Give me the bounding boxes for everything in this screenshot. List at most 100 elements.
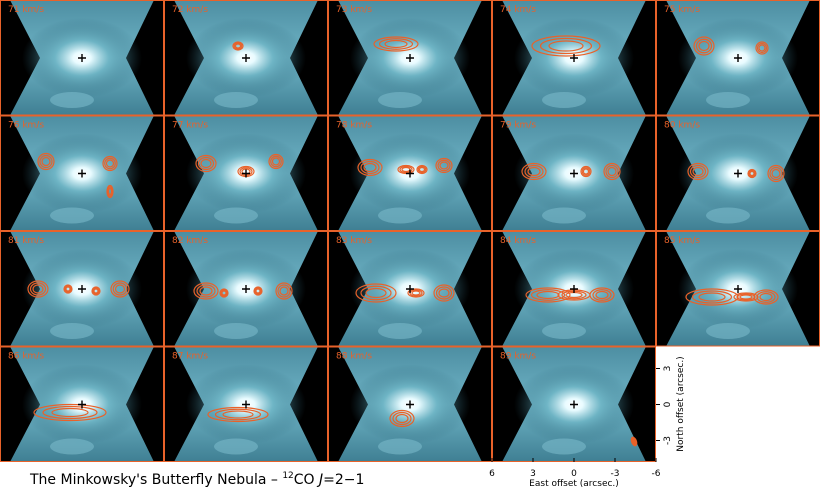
panel-image bbox=[492, 0, 656, 116]
panel-image bbox=[328, 346, 492, 462]
star-cross bbox=[78, 169, 86, 178]
co-contour bbox=[197, 156, 215, 171]
co-contour bbox=[693, 36, 715, 56]
panel-image bbox=[164, 115, 328, 231]
star-cross bbox=[242, 169, 250, 178]
co-contour bbox=[435, 286, 453, 300]
co-contour bbox=[360, 160, 380, 175]
panel: 81 km/s bbox=[0, 231, 164, 347]
co-contour bbox=[268, 153, 284, 170]
co-contour bbox=[196, 284, 216, 298]
co-contour bbox=[277, 284, 291, 298]
co-contour bbox=[539, 37, 593, 55]
panel-label: 87 km/s bbox=[172, 352, 208, 362]
co-contour bbox=[357, 158, 383, 177]
lobe bbox=[214, 207, 258, 224]
panel: 74 km/s bbox=[492, 0, 656, 116]
co-contour bbox=[692, 166, 704, 177]
panel: 80 km/s bbox=[656, 115, 820, 231]
co-contour bbox=[580, 165, 592, 178]
co-contour bbox=[753, 289, 779, 305]
co-contour bbox=[234, 43, 242, 49]
panel: 84 km/s bbox=[492, 231, 656, 347]
panel: 75 km/s bbox=[656, 0, 820, 116]
co-contour bbox=[41, 156, 51, 167]
panel-label: 76 km/s bbox=[8, 121, 44, 131]
co-contour bbox=[112, 282, 128, 296]
co-contour bbox=[685, 288, 739, 306]
co-contour bbox=[581, 167, 591, 176]
co-contour bbox=[392, 411, 412, 426]
star-cross bbox=[406, 54, 414, 62]
lobe bbox=[214, 92, 258, 108]
panel: 73 km/s bbox=[328, 0, 492, 116]
co-contour bbox=[603, 162, 621, 181]
co-contour bbox=[582, 168, 590, 175]
panel-label: 80 km/s bbox=[664, 121, 700, 131]
panel-border bbox=[656, 231, 820, 347]
co-contour bbox=[395, 413, 409, 424]
co-contour bbox=[102, 155, 118, 172]
panel-label: 82 km/s bbox=[172, 236, 208, 246]
panel: 89 km/s bbox=[492, 346, 656, 462]
co-contour bbox=[199, 286, 213, 296]
co-contour bbox=[365, 287, 387, 299]
panel-label: 72 km/s bbox=[172, 5, 208, 15]
co-contour bbox=[521, 162, 547, 181]
star-cross bbox=[78, 285, 86, 293]
co-contour bbox=[771, 168, 781, 179]
co-contour bbox=[433, 284, 455, 302]
star-cross bbox=[406, 285, 414, 293]
panel-border bbox=[492, 0, 656, 116]
lobe bbox=[50, 92, 94, 108]
co-contour bbox=[407, 288, 425, 298]
co-contour bbox=[378, 38, 414, 50]
co-contour bbox=[756, 291, 776, 303]
co-contour bbox=[698, 292, 726, 302]
co-contour bbox=[733, 292, 759, 302]
lobe bbox=[706, 92, 750, 108]
panel: 87 km/s bbox=[164, 346, 328, 462]
co-contour bbox=[110, 280, 130, 298]
star-cross bbox=[570, 285, 578, 293]
panel-label: 81 km/s bbox=[8, 236, 44, 246]
panel: 72 km/s bbox=[164, 0, 328, 116]
panel-border bbox=[0, 231, 164, 347]
co-contour bbox=[687, 162, 709, 181]
co-contour bbox=[105, 159, 115, 168]
panel-image bbox=[492, 346, 656, 462]
co-contour bbox=[220, 289, 228, 297]
co-contour bbox=[389, 409, 415, 428]
co-contour bbox=[207, 406, 269, 423]
co-contour bbox=[605, 164, 619, 179]
co-contour bbox=[767, 164, 785, 183]
lobe bbox=[542, 323, 586, 339]
lobe bbox=[378, 92, 422, 108]
co-contour bbox=[64, 285, 72, 293]
co-contour bbox=[755, 41, 769, 55]
panel-label: 71 km/s bbox=[8, 5, 44, 15]
co-contour bbox=[698, 40, 710, 52]
star-cross bbox=[242, 285, 250, 293]
panel: 71 km/s bbox=[0, 0, 164, 116]
y-tick-label: 0 bbox=[663, 401, 673, 407]
co-contour bbox=[279, 286, 289, 296]
panel-label: 74 km/s bbox=[500, 5, 536, 15]
star-cross bbox=[570, 400, 578, 409]
lobe bbox=[378, 207, 422, 224]
panel: 77 km/s bbox=[164, 115, 328, 231]
co-contour bbox=[355, 283, 397, 303]
co-contour bbox=[689, 164, 707, 179]
lobe bbox=[706, 323, 750, 339]
star-cross bbox=[406, 400, 414, 409]
panel-border bbox=[0, 346, 164, 462]
panel-image bbox=[328, 231, 492, 347]
panel: 86 km/s bbox=[0, 346, 164, 462]
panel: 78 km/s bbox=[328, 115, 492, 231]
panel-border bbox=[0, 115, 164, 231]
co-contour bbox=[758, 44, 766, 52]
panel-image bbox=[656, 115, 820, 231]
panel-border bbox=[492, 231, 656, 347]
co-contour bbox=[270, 155, 282, 168]
